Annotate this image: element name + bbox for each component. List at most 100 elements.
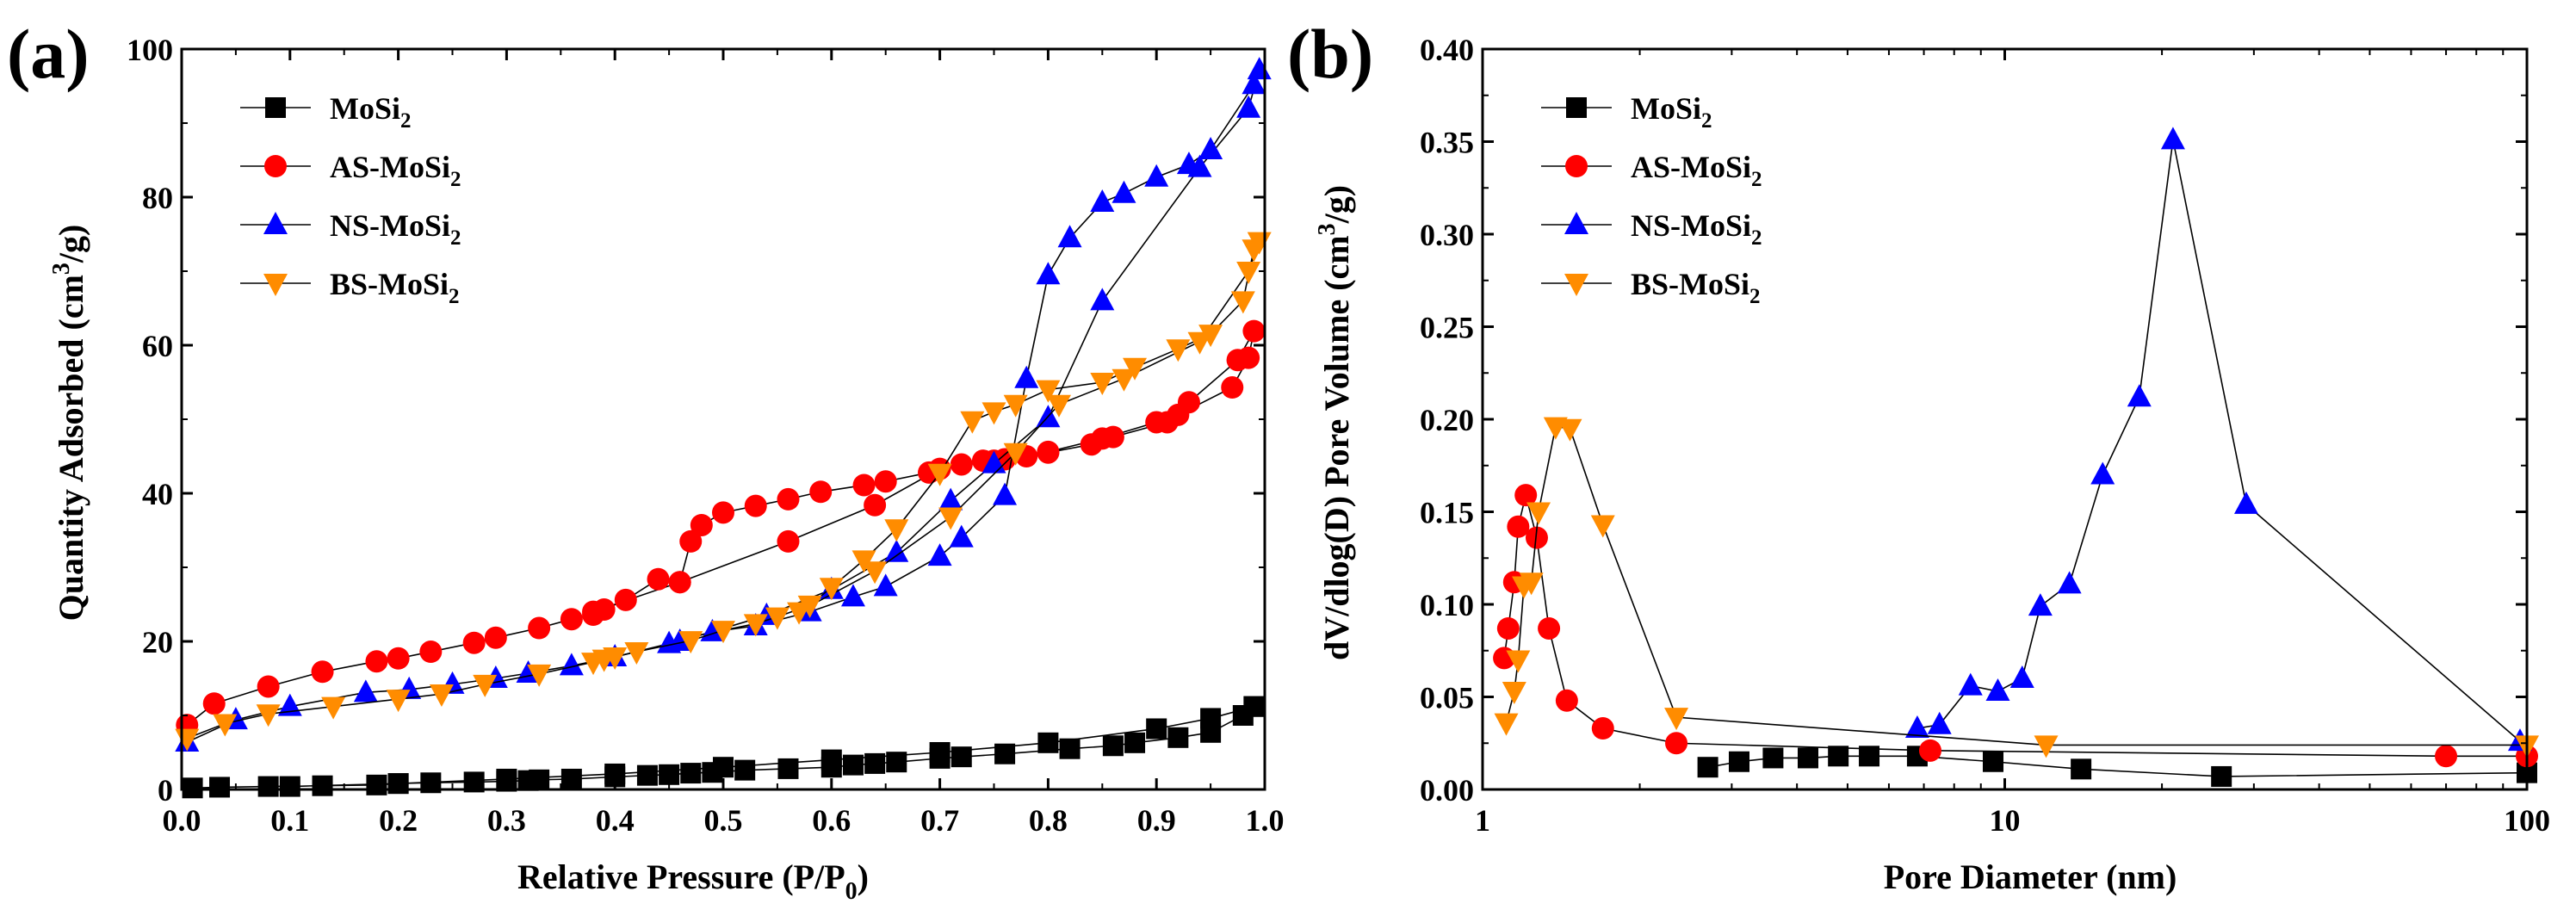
panel-a-point-bs-mosi2 (1003, 394, 1028, 418)
panel-a-legend-label-sub: 2 (450, 168, 461, 191)
panel-a-x-tick-label: 0.5 (704, 803, 743, 838)
panel-a-x-tick-label: 0.4 (596, 803, 635, 838)
panel-a-point-bs-mosi2 (960, 411, 985, 434)
panel-b-y-tick-label: 0.30 (1420, 218, 1474, 252)
panel-b-point-mosi2 (1729, 751, 1750, 772)
panel-a-point-mosi2 (636, 764, 658, 786)
panel-a-legend-label-as-mosi2: AS-MoSi2 (330, 150, 461, 191)
panel-a-y-axis-label-sup: 3 (48, 263, 75, 275)
panel-a-point-as-mosi2 (690, 513, 713, 536)
panel-b-legend: MoSi2 AS-MoSi2 NS-MoSi2 BS-MoSi2 (1541, 91, 1762, 308)
panel-a-point-mosi2 (529, 769, 550, 790)
panel-a-y-tick-label: 60 (142, 329, 173, 363)
panel-a-point-mosi2 (1124, 732, 1146, 753)
panel-a-point-bs-mosi2 (743, 614, 768, 637)
panel-b-point-bs-mosi2 (1502, 682, 1526, 705)
panel-a-point-bs-mosi2 (321, 696, 346, 720)
panel-a-point-bs-mosi2 (797, 595, 822, 618)
panel-a-point-bs-mosi2 (884, 519, 909, 542)
panel-a-x-axis-label: Relative Pressure (P/P0) (517, 857, 869, 905)
panel-a-point-as-mosi2 (874, 470, 897, 493)
panel-a-point-ns-mosi2 (993, 482, 1018, 505)
panel-a-point-as-mosi2 (202, 692, 226, 715)
panel-a-legend-label-sub: 2 (449, 285, 460, 308)
panel-b-legend-label-mosi2: MoSi2 (1631, 91, 1712, 133)
panel-a-point-mosi2 (560, 768, 582, 789)
panel-a-point-ns-mosi2 (1187, 154, 1212, 177)
panel-b-y-tick-label: 0.15 (1420, 496, 1474, 530)
panel-b-point-mosi2 (1982, 751, 2003, 772)
panel-a-plot: 0.0 0.1 0.2 0.3 0.4 0.5 0.6 0.7 0.8 0.9 1.0 0 20 40 60… (127, 33, 1285, 838)
panel-a-point-mosi2 (1146, 718, 1167, 740)
panel-a-point-bs-mosi2 (927, 463, 952, 486)
panel-a-point-mosi2 (1059, 738, 1081, 759)
panel-b-point-mosi2 (1762, 747, 1784, 769)
panel-a-point-as-mosi2 (1091, 427, 1114, 450)
panel-a-point-as-mosi2 (1221, 376, 1244, 399)
panel-a-x-axis-label-sub: 0 (845, 878, 858, 905)
panel-a-point-ns-mosi2 (938, 487, 963, 511)
panel-a-point-ns-mosi2 (1036, 262, 1061, 285)
panel-a-point-bs-mosi2 (1230, 291, 1255, 314)
panel-b-point-ns-mosi2 (2057, 571, 2082, 594)
panel-a-point-mosi2 (257, 776, 279, 797)
panel-a-point-bs-mosi2 (1112, 368, 1136, 392)
panel-b-y-tick-label: 0.00 (1420, 773, 1474, 808)
panel-a-point-mosi2 (820, 749, 842, 771)
panel-a-point-as-mosi2 (712, 501, 734, 524)
panel-a-point-as-mosi2 (257, 675, 280, 698)
panel-b-legend-marker-ns-mosi2 (1564, 212, 1588, 234)
panel-a-point-ns-mosi2 (667, 628, 692, 651)
panel-b-y-tick-label: 0.40 (1420, 33, 1474, 67)
panel-a-legend-label-mosi2: MoSi2 (330, 91, 412, 133)
panel-a-legend-label-main: AS-MoSi (330, 150, 450, 184)
panel-a-label: (a) (7, 15, 90, 93)
panel-b-point-bs-mosi2 (2034, 735, 2059, 758)
panel-a-x-tick-label: 0.6 (812, 803, 851, 838)
panel-a-point-bs-mosi2 (787, 602, 812, 625)
panel-b-legend-label-sub: 2 (1751, 226, 1762, 250)
panel-a-point-ns-mosi2 (1090, 189, 1115, 213)
panel-a-point-as-mosi2 (365, 650, 388, 673)
panel-a-point-bs-mosi2 (1090, 373, 1115, 395)
panel-b-point-bs-mosi2 (1519, 572, 1544, 596)
panel-b-legend-label-bs-mosi2: BS-MoSi2 (1631, 267, 1761, 308)
panel-a-point-mosi2 (1243, 696, 1265, 717)
panel-a-x-tick-label: 0.0 (163, 803, 201, 838)
panel-b-legend-label-main: MoSi (1631, 91, 1701, 126)
panel-b-legend-label-main: BS-MoSi (1631, 267, 1749, 301)
panel-b-point-bs-mosi2 (1526, 502, 1551, 525)
panel-b-plot: 1 10 100 0.00 0.05 0.10 0.15 0.20 0.25 0.30 0.35 0.… (1420, 33, 2550, 838)
panel-b-point-mosi2 (1697, 757, 1718, 778)
panel-a-point-as-mosi2 (950, 453, 973, 476)
panel-a-point-bs-mosi2 (624, 642, 649, 665)
panel-a-point-bs-mosi2 (981, 402, 1006, 425)
panel-a-point-mosi2 (366, 774, 387, 795)
panel-b-legend-label-as-mosi2: AS-MoSi2 (1631, 150, 1762, 191)
panel-b-y-axis-label-sup: 3 (1314, 223, 1341, 235)
panel-a-point-bs-mosi2 (938, 507, 963, 530)
panel-a-y-tick-label: 20 (142, 625, 173, 659)
panel-b-point-ns-mosi2 (2160, 127, 2185, 150)
panel-a-legend-marker-as-mosi2 (264, 155, 287, 177)
panel-b-x-axis-label: Pore Diameter (nm) (1884, 857, 2177, 896)
panel-b-point-ns-mosi2 (1927, 711, 1952, 734)
panel-a-point-as-mosi2 (744, 494, 767, 517)
panel-b-legend-marker-mosi2 (1566, 97, 1587, 118)
panel-b-y-tick-label: 0.25 (1420, 311, 1474, 345)
panel-b-series-line-bs-mosi2 (1505, 425, 2527, 746)
panel-b-x-tick-label: 10 (1990, 803, 2021, 838)
panel-a-point-mosi2 (1037, 732, 1059, 753)
panel-b-point-bs-mosi2 (1664, 708, 1689, 731)
panel-a-point-bs-mosi2 (678, 631, 703, 654)
panel-b-point-as-mosi2 (1918, 739, 1941, 762)
panel-a-point-bs-mosi2 (1187, 331, 1212, 355)
panel-a-point-as-mosi2 (647, 567, 670, 591)
panel-a-point-as-mosi2 (462, 631, 486, 654)
panel-b-series-line-ns-mosi2 (1917, 139, 2521, 742)
panel-a-point-ns-mosi2 (1144, 164, 1169, 187)
panel-b-point-as-mosi2 (1665, 732, 1688, 755)
panel-a-y-tick-label: 0 (158, 773, 173, 808)
panel-b-legend-label-main: NS-MoSi (1631, 208, 1751, 243)
